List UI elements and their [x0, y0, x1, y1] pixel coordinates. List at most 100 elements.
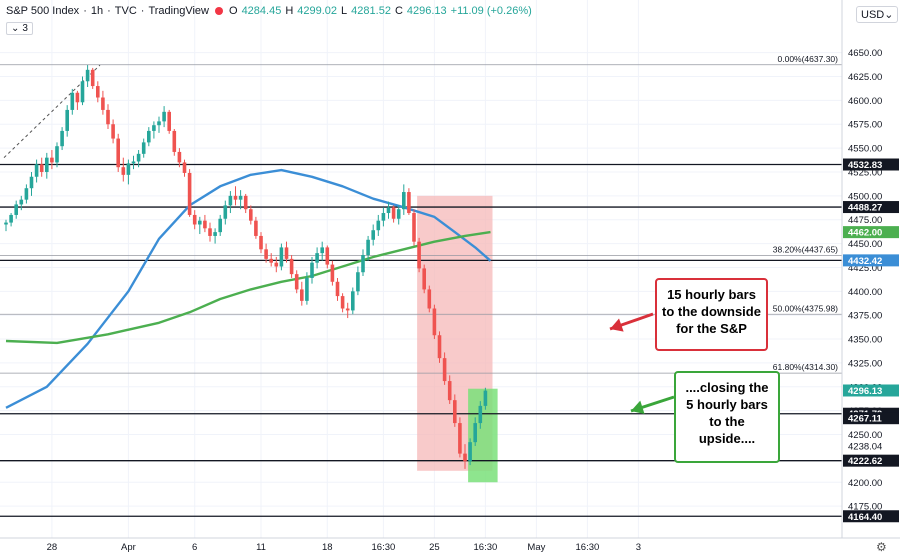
candle — [182, 162, 187, 173]
gear-icon[interactable]: ⚙ — [876, 540, 887, 554]
time-tick-label: 6 — [192, 542, 197, 553]
time-tick-label: 18 — [322, 542, 333, 553]
downside-annotation-box: 15 hourly bars to the downside for the S… — [655, 278, 768, 351]
candle — [279, 247, 284, 267]
price-tag-label: 4488.27 — [848, 203, 882, 214]
candle — [269, 258, 273, 263]
annotation-line: ....closing the — [685, 380, 769, 395]
candle — [274, 262, 279, 267]
time-tick-label: 28 — [47, 542, 58, 553]
candle — [305, 277, 309, 301]
candle — [90, 69, 95, 87]
price-tick-label: 4550.00 — [848, 144, 882, 155]
candle — [177, 151, 182, 163]
fib-label: 61.80%(4314.30) — [773, 362, 838, 372]
highlight-zones — [417, 195, 498, 483]
candle — [208, 228, 212, 236]
candle — [300, 289, 304, 301]
candle — [386, 207, 391, 214]
candle — [101, 97, 105, 110]
candle — [412, 213, 416, 242]
arrow-head — [631, 400, 645, 414]
annotation-line: upside.... — [698, 431, 756, 446]
symbol-legend[interactable]: S&P 500 Index · 1h · TVC · TradingView O… — [6, 5, 532, 17]
candle — [473, 423, 477, 443]
candle — [116, 138, 120, 168]
time-tick-label: 25 — [429, 542, 440, 553]
arrow-head — [610, 318, 624, 332]
candle — [172, 130, 177, 152]
candle — [254, 220, 258, 236]
price-tick-label: 4375.00 — [848, 311, 882, 322]
candle — [402, 192, 406, 210]
price-axis-bg — [842, 0, 900, 558]
candle — [228, 195, 233, 206]
candle — [366, 239, 370, 256]
currency-button[interactable]: USD⌄ — [856, 6, 899, 23]
candle — [213, 232, 217, 236]
candle — [192, 214, 197, 225]
high-label: H — [285, 5, 294, 17]
candle — [356, 272, 360, 292]
price-tag-label: 4222.62 — [848, 456, 882, 467]
candle — [259, 235, 263, 250]
price-axis: 4175.004200.004238.044250.004275.004300.… — [841, 0, 900, 558]
market-status-icon — [215, 7, 223, 15]
price-tag-label: 4267.11 — [848, 414, 883, 425]
candle — [45, 157, 49, 172]
price-tick-label: 4350.00 — [848, 335, 882, 346]
candle — [187, 172, 192, 215]
price-tag-label: 4296.13 — [848, 386, 882, 397]
price-tick-label: 4450.00 — [848, 239, 882, 250]
candle — [381, 213, 386, 221]
candle — [96, 86, 100, 98]
price-tick-label: 4425.00 — [848, 263, 882, 274]
price-tag — [843, 254, 899, 267]
price-tick-label: 4500.00 — [848, 191, 882, 202]
upside-arrow — [630, 395, 675, 414]
candle — [289, 258, 294, 275]
time-tick-label: 3 — [636, 542, 641, 553]
upside-zone — [468, 388, 498, 483]
candle — [147, 130, 151, 143]
price-tag — [843, 158, 899, 171]
open-value: 4284.45 — [241, 5, 282, 17]
candle — [284, 247, 289, 259]
price-tick-label: 4575.00 — [848, 120, 882, 131]
annotation-arrows — [609, 312, 675, 414]
price-tick-label: 4238.04 — [848, 441, 882, 452]
candle — [437, 335, 442, 359]
candle — [407, 192, 411, 214]
annotation-line: to the — [709, 414, 745, 429]
candle — [60, 130, 64, 147]
time-axis: 28 Apr 6 11 18 16:30 25 16:30 May 16:30 3 — [0, 537, 900, 553]
candle — [24, 188, 29, 200]
time-tick-label: 11 — [256, 542, 266, 553]
candle — [198, 220, 202, 225]
candle — [478, 405, 483, 424]
candle — [14, 204, 18, 215]
annotation-line: 5 hourly bars — [686, 397, 768, 412]
time-tick-label: 16:30 — [576, 542, 600, 553]
candle — [447, 381, 452, 401]
candle — [320, 247, 324, 254]
fib-label: 38.20%(4437.65) — [773, 244, 838, 254]
time-tick-label: 16:30 — [372, 542, 396, 553]
candle — [249, 209, 253, 221]
price-tag-label: 4432.42 — [848, 256, 882, 267]
candle — [422, 268, 426, 290]
price-tick-label: 4400.00 — [848, 287, 882, 298]
fib-label: 0.00%(4637.30) — [778, 54, 839, 64]
chevron-down-icon: ⌄ — [11, 23, 20, 34]
candle — [157, 121, 161, 126]
interval-label: 1h — [90, 5, 104, 17]
indicators-toggle[interactable]: ⌄ 3 — [6, 22, 33, 35]
candle — [70, 92, 75, 110]
change-value: +11.09 (+0.26%) — [450, 5, 532, 17]
candle — [325, 247, 330, 265]
candle — [463, 453, 467, 462]
candle — [340, 296, 345, 309]
annotation-line: to the downside — [662, 304, 761, 319]
price-tag — [843, 454, 899, 467]
